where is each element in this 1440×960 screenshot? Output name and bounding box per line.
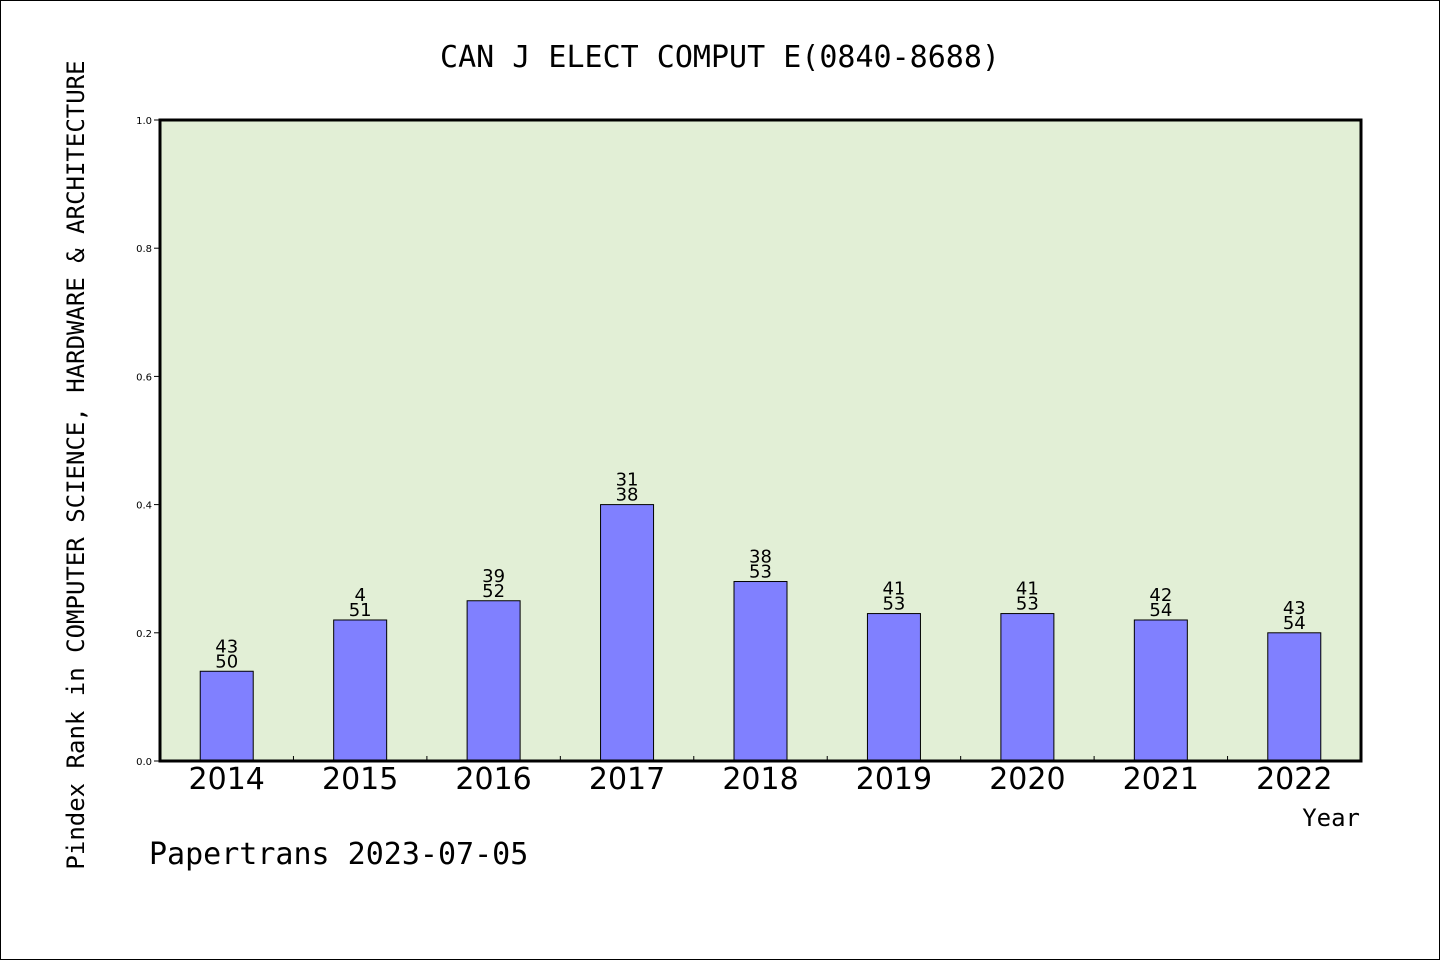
- y-axis: 0.0 0.2 0.4 0.6 0.8 1.0: [136, 116, 160, 768]
- plot-border: [158, 118, 1363, 763]
- data-label-bottom: 51: [349, 600, 372, 621]
- y-tick-label: 0.0: [136, 757, 152, 768]
- bar-2018: [733, 581, 788, 762]
- y-tick-label: 0.4: [136, 501, 152, 512]
- data-label-top: 43: [1283, 598, 1306, 619]
- x-tick-label: 2014: [189, 762, 265, 797]
- y-tick-label: 0.8: [136, 244, 152, 255]
- data-label-top: 41: [882, 579, 905, 600]
- bar-2017: [600, 504, 655, 762]
- chart-title: CAN J ELECT COMPUT E(0840-8688): [440, 40, 1000, 75]
- x-tick-label: 2016: [455, 762, 531, 797]
- data-label-bottom: 52: [482, 581, 505, 602]
- x-tick-label: 2020: [989, 762, 1065, 797]
- data-label-top: 39: [482, 566, 505, 587]
- bar-2020: [1000, 613, 1055, 762]
- x-tick-label: 2022: [1256, 762, 1332, 797]
- data-label-bottom: 53: [1016, 594, 1039, 615]
- data-label-bottom: 54: [1149, 600, 1172, 621]
- data-label-top: 43: [215, 636, 238, 657]
- bar-2019: [866, 613, 921, 762]
- data-label-top: 31: [616, 470, 639, 491]
- y-axis-label: Pindex Rank in COMPUTER SCIENCE, HARDWAR…: [62, 60, 90, 869]
- data-label-bottom: 38: [616, 485, 639, 506]
- x-tick-label: 2015: [322, 762, 398, 797]
- bar-2022: [1267, 632, 1322, 762]
- data-label-top: 42: [1149, 585, 1172, 606]
- data-label-bottom: 54: [1283, 613, 1306, 634]
- footer-credit: Papertrans 2023-07-05: [149, 837, 528, 872]
- x-tick-label: 2019: [856, 762, 932, 797]
- data-label-bottom: 53: [882, 594, 905, 615]
- data-label-top: 4: [354, 585, 365, 606]
- bar-2021: [1133, 619, 1188, 762]
- x-axis: 2014 2015 2016 2017 2018 2019 2020 2021 2022: [189, 756, 1332, 797]
- bar-2014: [199, 670, 254, 762]
- x-tick-label: 2021: [1123, 762, 1199, 797]
- x-tick-label: 2018: [722, 762, 798, 797]
- data-label-bottom: 53: [749, 562, 772, 583]
- y-tick-label: 1.0: [136, 116, 152, 127]
- data-label-bottom: 50: [215, 651, 238, 672]
- bars: [199, 504, 1322, 762]
- y-tick-label: 0.2: [136, 629, 152, 640]
- data-label-top: 38: [749, 547, 772, 568]
- bar-2015: [333, 619, 388, 762]
- y-tick-label: 0.6: [136, 372, 152, 383]
- data-label-top: 41: [1016, 579, 1039, 600]
- bar-2016: [466, 600, 521, 762]
- x-axis-label: Year: [1302, 804, 1360, 832]
- x-tick-label: 2017: [589, 762, 665, 797]
